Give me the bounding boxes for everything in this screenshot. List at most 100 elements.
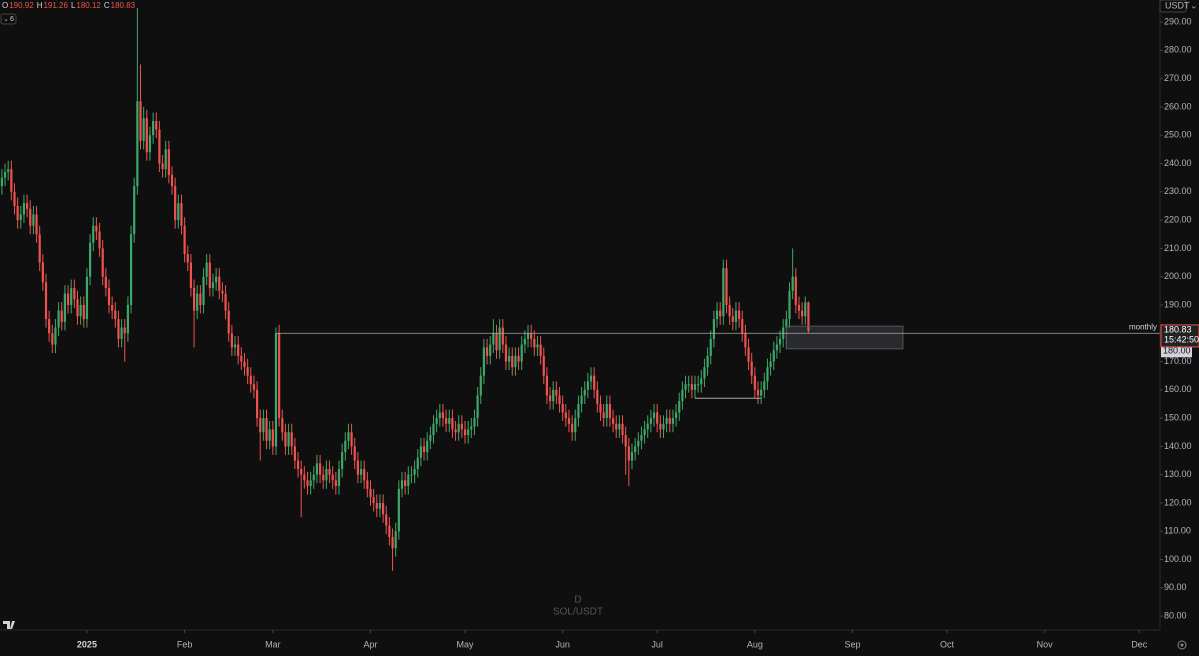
candle-body (262, 418, 265, 433)
candle-body (92, 225, 95, 243)
candle-body (419, 446, 423, 458)
candle-body (180, 203, 183, 226)
candle-body (221, 290, 224, 294)
candle-body (246, 367, 249, 376)
y-tick-label: 110.00 (1164, 526, 1191, 536)
candle-body (331, 474, 334, 481)
level-price-box (1161, 345, 1192, 358)
candle-body (7, 169, 10, 172)
candle-body (142, 118, 145, 141)
candle-body (148, 135, 152, 153)
settings-icon[interactable] (1177, 640, 1187, 650)
candle-body (548, 395, 552, 402)
candle-body (422, 446, 426, 453)
candle-body (344, 440, 347, 453)
candle-body (161, 163, 164, 170)
candle-body (445, 418, 448, 424)
candle-body (734, 310, 738, 322)
candle-body (511, 355, 514, 368)
candle-body (54, 327, 57, 345)
candle-body (722, 268, 725, 317)
candle-body (775, 344, 779, 351)
candle-body (504, 344, 508, 362)
candle-body (318, 463, 322, 475)
candle-body (334, 480, 337, 487)
candle-body (596, 389, 599, 404)
candle-body (79, 304, 82, 317)
candle-body (656, 412, 659, 424)
candle-body (57, 310, 60, 328)
candle-body (470, 426, 473, 430)
candle-body (719, 310, 722, 317)
candle-body (107, 287, 111, 305)
candle-body (199, 293, 202, 305)
candle-body (410, 474, 413, 476)
candle-body (621, 423, 624, 436)
candle-body (460, 423, 463, 430)
y-tick-label: 270.00 (1164, 73, 1192, 83)
candle-body (646, 423, 649, 430)
candle-body (44, 282, 48, 320)
candle-body (16, 205, 19, 221)
candle-body (668, 418, 671, 424)
candle-body (230, 333, 233, 348)
indicators-toggle[interactable] (0, 13, 17, 25)
candle-body (233, 344, 237, 348)
candle-body (643, 429, 646, 436)
candle-body (448, 418, 451, 424)
candle-body (545, 375, 549, 396)
candle-body (296, 460, 300, 470)
candle-body (407, 474, 410, 487)
candle-body (671, 418, 675, 424)
y-tick-label: 150.00 (1164, 412, 1192, 422)
candle-body (325, 469, 328, 481)
candle-body (599, 403, 602, 413)
monthly-label: monthly (1129, 322, 1157, 331)
candle-body (530, 333, 533, 339)
candle-body (769, 361, 772, 368)
candle-body (558, 395, 561, 404)
candle-body (526, 333, 530, 339)
candle-body (580, 395, 583, 404)
y-tick-label: 170.00 (1164, 356, 1192, 366)
candle-body (372, 497, 375, 503)
candle-body (158, 129, 161, 164)
candle-body (429, 435, 432, 441)
countdown: 15:42:50 (1164, 334, 1199, 344)
candle-body (611, 418, 615, 424)
candle-body (287, 432, 290, 447)
level-price: 180.00 (1163, 346, 1191, 356)
candle-body (788, 290, 791, 320)
candle-body (772, 350, 775, 362)
candle-body (51, 333, 54, 345)
candle-body (363, 469, 366, 481)
candle-body (300, 469, 303, 475)
candle-body (101, 248, 104, 277)
candle-body (697, 384, 700, 386)
ohlc-key: L (71, 1, 76, 10)
candle-body (807, 302, 810, 331)
candle-body (268, 429, 271, 441)
candle-body (703, 367, 706, 379)
candle-body (183, 225, 186, 255)
x-tick-label: Mar (265, 639, 281, 649)
candle-body (498, 327, 501, 351)
currency-button[interactable] (1159, 0, 1187, 13)
candle-body (19, 214, 22, 221)
indicators-caret: ⌄ (3, 16, 9, 23)
candle-body (391, 536, 394, 549)
candle-body (678, 401, 681, 413)
candle-body (747, 347, 750, 362)
candle-body (337, 469, 341, 487)
candle-body (602, 412, 605, 419)
candle-body (797, 304, 801, 311)
candle-body (211, 282, 215, 288)
candle-body (192, 287, 196, 311)
candle-body (791, 276, 794, 291)
candle-body (605, 403, 608, 419)
y-tick-label: 220.00 (1164, 214, 1192, 224)
currency: USDT (1165, 0, 1190, 10)
candle-body (265, 418, 268, 441)
candle-body (136, 101, 139, 187)
candle-body (145, 118, 148, 153)
